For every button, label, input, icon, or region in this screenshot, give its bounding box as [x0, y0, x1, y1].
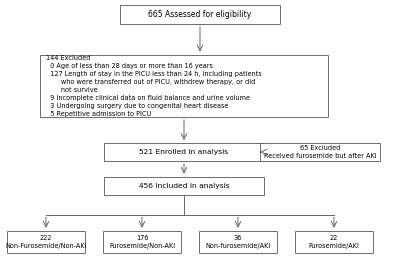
Text: 36
Non-furosemide/AKI: 36 Non-furosemide/AKI [205, 235, 271, 249]
FancyBboxPatch shape [103, 231, 181, 253]
Text: 521 Enrolled in analysis: 521 Enrolled in analysis [140, 149, 228, 155]
Text: 222
Non-Furosemide/Non-AKI: 222 Non-Furosemide/Non-AKI [5, 235, 87, 249]
Text: 144 Excluded
  0 Age of less than 28 days or more than 16 years
  127 Length of : 144 Excluded 0 Age of less than 28 days … [46, 55, 262, 117]
FancyBboxPatch shape [104, 143, 264, 161]
Text: 665 Assessed for eligibility: 665 Assessed for eligibility [148, 10, 252, 19]
FancyBboxPatch shape [295, 231, 373, 253]
FancyBboxPatch shape [7, 231, 85, 253]
Text: 456 Included in analysis: 456 Included in analysis [139, 183, 229, 189]
Text: 65 Excluded
Received furosemide but after AKI: 65 Excluded Received furosemide but afte… [264, 145, 376, 159]
Text: 176
Furosemide/Non-AKI: 176 Furosemide/Non-AKI [109, 235, 175, 249]
FancyBboxPatch shape [104, 177, 264, 195]
FancyBboxPatch shape [120, 4, 280, 24]
FancyBboxPatch shape [199, 231, 277, 253]
FancyBboxPatch shape [260, 143, 380, 161]
FancyBboxPatch shape [40, 55, 328, 117]
Text: 22
Furosemide/AKI: 22 Furosemide/AKI [308, 235, 360, 249]
